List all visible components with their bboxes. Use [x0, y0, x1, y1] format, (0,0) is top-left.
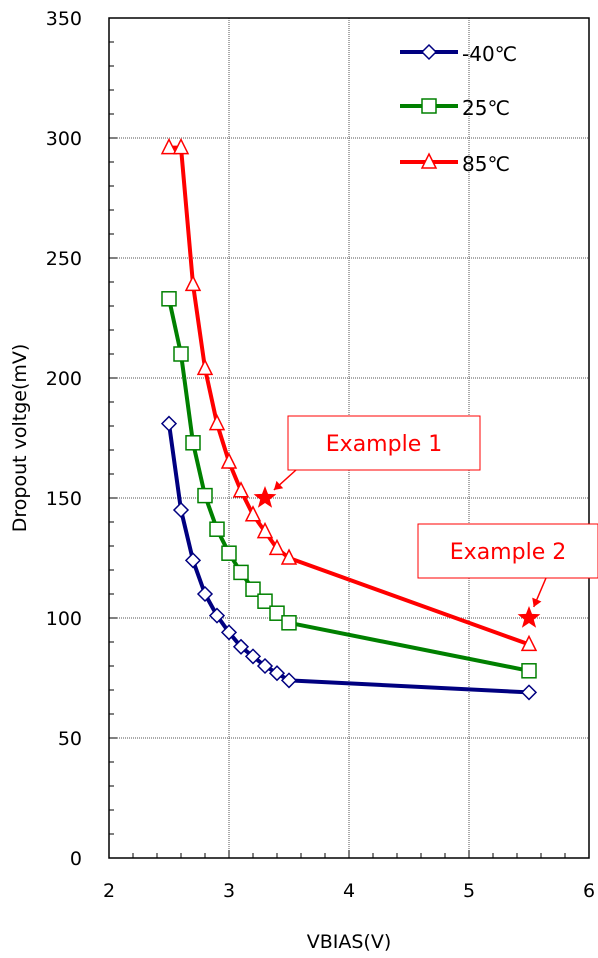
data-point-square — [269, 605, 285, 621]
data-point-square — [421, 98, 437, 114]
data-point-diamond — [220, 624, 238, 641]
callout-arrowhead — [532, 597, 542, 607]
y-axis-label: Dropout voltge(mV) — [9, 344, 31, 533]
callouts: Example 1 Example 2 — [253, 415, 598, 628]
data-point-diamond — [268, 665, 286, 682]
data-point-diamond — [160, 415, 178, 432]
data-point-triangle — [420, 152, 438, 169]
annotation-star — [517, 606, 541, 628]
axes — [108, 17, 590, 859]
data-point-diamond — [280, 672, 298, 689]
data-point-diamond — [420, 43, 438, 61]
data-point-square — [521, 663, 537, 679]
callout-box — [417, 523, 598, 579]
x-axis-label: VBIAS(V) — [307, 931, 392, 953]
data-point-triangle — [172, 137, 190, 155]
x-tick-label: 6 — [583, 880, 595, 902]
series-group — [160, 137, 538, 701]
data-point-triangle — [244, 505, 262, 522]
y-tick-label: 350 — [46, 8, 82, 30]
legend-label: 85℃ — [462, 152, 510, 176]
data-point-diamond — [184, 552, 202, 569]
data-point-diamond — [196, 585, 214, 603]
data-point-square — [161, 291, 177, 307]
data-point-square — [209, 521, 225, 537]
data-point-triangle — [160, 137, 178, 155]
data-point-square — [233, 564, 249, 581]
y-tick-label: 200 — [46, 368, 82, 390]
callout-arrowhead — [273, 480, 284, 490]
data-point-triangle — [256, 521, 274, 539]
data-point-square — [257, 593, 273, 609]
data-point-triangle — [184, 274, 202, 292]
data-point-diamond — [172, 501, 190, 519]
data-point-triangle — [196, 358, 214, 376]
y-tick-label: 100 — [46, 608, 82, 630]
data-point-triangle — [280, 548, 298, 565]
legend-label: -40℃ — [462, 42, 517, 66]
data-point-diamond — [520, 684, 538, 701]
data-point-square — [245, 581, 261, 597]
callout-label: Example 2 — [450, 540, 566, 565]
x-tick-label: 5 — [463, 880, 475, 902]
data-point-diamond — [244, 648, 262, 665]
y-tick-label: 300 — [46, 128, 82, 150]
legend-label: 25℃ — [462, 96, 510, 120]
data-point-square — [185, 435, 201, 451]
legend: -40℃ 25℃ 85℃ — [400, 42, 517, 176]
data-point-triangle — [208, 413, 226, 431]
y-tick-label: 0 — [70, 848, 82, 870]
data-point-diamond — [232, 638, 250, 655]
data-point-triangle — [232, 481, 250, 498]
data-point-square — [197, 487, 213, 504]
x-tick-label: 4 — [343, 880, 355, 902]
y-tick-label: 50 — [58, 728, 82, 750]
x-tick-label: 2 — [103, 880, 115, 902]
y-tick-label: 150 — [46, 488, 82, 510]
y-tick-label: 250 — [46, 248, 82, 270]
callout-label: Example 1 — [326, 432, 442, 457]
data-point-square — [221, 545, 237, 561]
x-tick-label: 3 — [223, 880, 235, 902]
data-point-square — [173, 346, 189, 362]
data-point-diamond — [256, 657, 274, 675]
data-point-triangle — [268, 538, 286, 556]
tick-labels: 2 3 4 5 6 0 50 100 150 200 250 300 350 — [46, 8, 595, 902]
data-point-triangle — [520, 634, 538, 652]
annotation-star — [253, 486, 277, 508]
data-point-diamond — [208, 607, 226, 624]
callout-box — [287, 415, 481, 471]
data-point-square — [281, 615, 297, 631]
data-point-triangle — [220, 452, 238, 469]
